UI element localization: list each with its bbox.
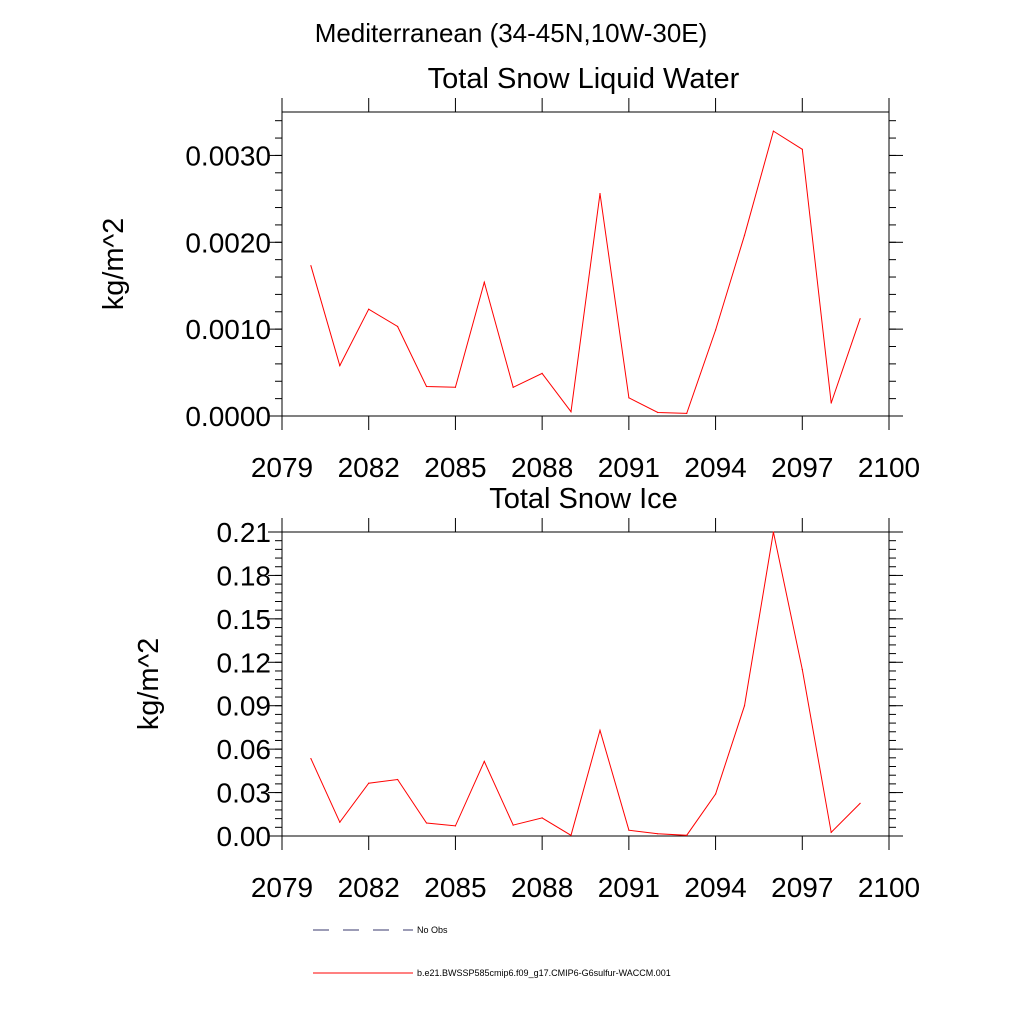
x-tick-label: 2082 (338, 452, 400, 483)
x-tick-label: 2094 (684, 872, 746, 903)
y-tick-label: 0.0010 (185, 314, 271, 345)
data-point (339, 821, 341, 823)
data-point (368, 308, 370, 310)
data-point (483, 281, 485, 283)
data-point (657, 833, 659, 835)
data-point (772, 130, 775, 132)
data-point (397, 325, 399, 328)
x-tick-label: 2085 (424, 872, 486, 903)
series-line-snow-ice (310, 531, 861, 837)
data-point (541, 817, 543, 819)
data-point (801, 668, 803, 671)
x-tick-label: 2079 (251, 872, 313, 903)
data-point (830, 831, 832, 834)
legend-label-model: b.e21.BWSSP585cmip6.f09_g17.CMIP6-G6sulf… (417, 968, 671, 978)
y-tick-label: 0.15 (217, 604, 272, 635)
figure-title: Mediterranean (34-45N,10W-30E) (315, 18, 708, 48)
x-tick-label: 2097 (771, 872, 833, 903)
data-point (541, 372, 543, 374)
data-point (512, 386, 514, 388)
data-point (310, 265, 312, 267)
data-point (368, 782, 370, 784)
data-point (715, 329, 717, 331)
data-point (715, 793, 717, 795)
panel-title-liquid-water: Total Snow Liquid Water (428, 63, 740, 95)
panel-title-snow-ice: Total Snow Ice (489, 483, 678, 515)
data-point (512, 824, 514, 826)
y-tick-label: 0.18 (217, 560, 272, 591)
series-line-liquid-water (310, 130, 861, 414)
data-point (657, 411, 659, 414)
plot-frame-snow-ice (281, 531, 890, 837)
data-point (686, 834, 688, 836)
x-tick-label: 2100 (858, 452, 920, 483)
data-point (801, 148, 803, 150)
data-point (859, 802, 861, 805)
panel-snow-liquid-water: Total Snow Liquid Water kg/m^2 2079 2082 208… (98, 63, 920, 483)
data-point (686, 412, 688, 414)
y-tick-label: 0.0000 (185, 401, 271, 432)
data-point (454, 386, 456, 388)
panel-snow-ice: Total Snow Ice kg/m^2 2079 2082 2085 2088 2091… (133, 483, 920, 903)
data-point (425, 385, 428, 388)
y-tick-label: 0.03 (217, 778, 272, 809)
x-tick-label: 2082 (338, 872, 400, 903)
data-point (425, 822, 428, 824)
x-tick-label: 2088 (511, 872, 573, 903)
data-point (454, 825, 456, 827)
data-point (743, 705, 746, 707)
data-point (339, 365, 341, 367)
x-tick-label: 2091 (598, 872, 660, 903)
data-point (599, 729, 601, 731)
y-tick-label: 0.21 (217, 517, 272, 548)
data-point (397, 778, 399, 781)
data-point (830, 402, 832, 404)
data-point (570, 411, 572, 413)
y-axis-label-snow-ice: kg/m^2 (133, 638, 165, 731)
data-point (628, 829, 630, 831)
x-tick-label: 2097 (771, 452, 833, 483)
y-tick-label: 0.06 (217, 734, 272, 765)
y-tick-label: 0.12 (217, 647, 272, 678)
x-tick-label: 2079 (251, 452, 313, 483)
x-tick-label: 2094 (684, 452, 746, 483)
y-axis-label-liquid-water: kg/m^2 (98, 218, 130, 311)
data-point (772, 531, 775, 533)
data-point (483, 760, 485, 763)
data-point (628, 397, 630, 399)
data-point (570, 834, 572, 836)
legend: No Obs b.e21.BWSSP585cmip6.f09_g17.CMIP6… (313, 925, 671, 978)
x-tick-label: 2085 (424, 452, 486, 483)
y-tick-label: 0.0020 (185, 227, 271, 258)
x-tick-label: 2088 (511, 452, 573, 483)
data-point (859, 318, 861, 320)
data-point (310, 758, 312, 760)
data-point (743, 234, 746, 236)
y-tick-label: 0.00 (217, 821, 272, 852)
plot-frame-liquid-water (281, 111, 890, 417)
y-tick-label: 0.0030 (185, 140, 271, 171)
y-tick-label: 0.09 (217, 691, 272, 722)
x-tick-label: 2100 (858, 872, 920, 903)
legend-label-no-obs: No Obs (417, 925, 448, 935)
data-point (599, 193, 601, 195)
x-tick-label: 2091 (598, 452, 660, 483)
